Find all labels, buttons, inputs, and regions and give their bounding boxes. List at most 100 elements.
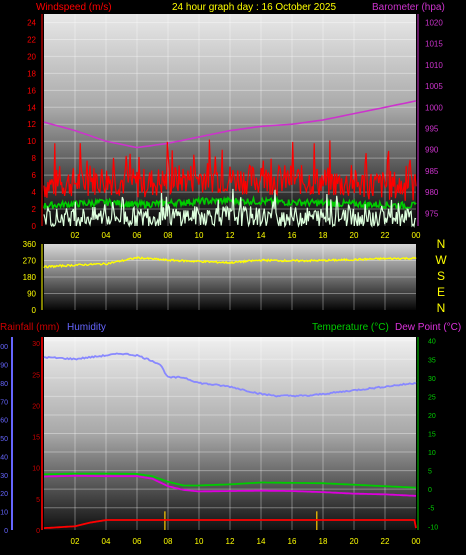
ticks-wind: 0246810121416182022249759809859909951000… — [27, 14, 443, 240]
series-line-wind-2 — [43, 194, 417, 211]
temperature-axis-label: Temperature (°C) — [312, 322, 389, 333]
rainfall-tick-label: 20 — [32, 403, 40, 410]
x-tick-label: 04 — [102, 231, 111, 240]
compass-label: N — [437, 237, 446, 251]
x-tick-label: 10 — [195, 231, 204, 240]
windspeed-tick-label: 16 — [27, 86, 36, 95]
humidity-tick-label: 100 — [0, 344, 8, 351]
direction-tick-label: 180 — [23, 273, 37, 282]
wind-barometer-panel: Windspeed (m/s) 24 hour graph day : 16 O… — [27, 2, 445, 240]
x-tick-label: 06 — [133, 537, 142, 546]
humidity-tick-label: 70 — [0, 399, 8, 406]
rainfall-axis-label: Rainfall (mm) — [0, 322, 59, 333]
x-tick-label: 10 — [195, 537, 204, 546]
plot-area-direction — [44, 244, 416, 310]
x-tick-label: 20 — [350, 231, 359, 240]
humidity-tick-label: 0 — [4, 528, 8, 535]
x-tick-label: 00 — [412, 537, 421, 546]
barometer-tick-label: 985 — [425, 167, 439, 176]
barometer-tick-label: 980 — [425, 188, 439, 197]
x-tick-label: 12 — [226, 231, 235, 240]
temperature-tick-label: -10 — [428, 524, 438, 531]
temperature-tick-label: 10 — [428, 450, 436, 457]
x-tick-label: 08 — [164, 231, 173, 240]
series-line-wind-3 — [43, 188, 417, 228]
rainfall-tick-label: 25 — [32, 372, 40, 379]
direction-tick-label: 0 — [32, 306, 37, 315]
ticks-temperature: 0102030405060708090100051015202530-10-50… — [0, 337, 438, 546]
series-line-temperature-3 — [43, 519, 417, 529]
windspeed-tick-label: 20 — [27, 52, 36, 61]
compass-label: S — [437, 269, 445, 283]
temperature-humidity-panel: Rainfall (mm) Humidity Temperature (°C) … — [0, 322, 461, 546]
compass-label: N — [437, 301, 446, 315]
x-tick-label: 14 — [257, 537, 266, 546]
x-tick-label: 06 — [133, 231, 142, 240]
rainfall-tick-label: 10 — [32, 466, 40, 473]
series-line-temperature-2 — [43, 474, 417, 497]
windspeed-tick-label: 10 — [27, 137, 36, 146]
dewpoint-axis-label: Dew Point (°C) — [395, 322, 461, 333]
series-temperature — [43, 352, 417, 530]
temperature-tick-label: 20 — [428, 413, 436, 420]
x-tick-label: 22 — [381, 231, 390, 240]
series-line-temperature-1 — [44, 472, 417, 489]
humidity-tick-label: 40 — [0, 454, 8, 461]
temperature-tick-label: 35 — [428, 357, 436, 364]
series-line-wind-1 — [43, 139, 417, 201]
humidity-axis-label: Humidity — [67, 322, 106, 333]
series-line-wind-0 — [43, 100, 417, 149]
series-direction — [43, 256, 417, 269]
direction-tick-label: 360 — [23, 240, 37, 249]
direction-tick-label: 90 — [27, 290, 36, 299]
humidity-tick-label: 90 — [0, 363, 8, 370]
plot-area-temperature — [44, 337, 416, 530]
x-tick-label: 14 — [257, 231, 266, 240]
windspeed-tick-label: 0 — [32, 222, 37, 231]
windspeed-tick-label: 4 — [32, 188, 37, 197]
windspeed-tick-label: 14 — [27, 103, 36, 112]
x-tick-label: 16 — [288, 537, 297, 546]
temperature-tick-label: 30 — [428, 376, 436, 383]
x-tick-label: 20 — [350, 537, 359, 546]
rainfall-tick-label: 30 — [32, 341, 40, 348]
windspeed-tick-label: 22 — [27, 35, 36, 44]
barometer-tick-label: 995 — [425, 124, 439, 133]
x-tick-label: 22 — [381, 537, 390, 546]
windspeed-tick-label: 12 — [27, 120, 36, 129]
temperature-tick-label: 25 — [428, 394, 436, 401]
x-tick-label: 16 — [288, 231, 297, 240]
series-line-temperature-0 — [43, 352, 417, 398]
x-tick-label: 02 — [71, 231, 80, 240]
x-tick-label: 12 — [226, 537, 235, 546]
windspeed-tick-label: 24 — [27, 18, 36, 27]
compass-label: E — [437, 285, 445, 299]
x-tick-label: 18 — [319, 231, 328, 240]
humidity-tick-label: 20 — [0, 491, 8, 498]
temperature-tick-label: -5 — [428, 506, 434, 513]
windspeed-tick-label: 8 — [32, 154, 37, 163]
direction-tick-label: 270 — [23, 257, 37, 266]
ticks-direction: 0 90 180 270 360 — [23, 240, 43, 315]
temperature-tick-label: 40 — [428, 339, 436, 346]
barometer-tick-label: 1010 — [425, 61, 443, 70]
temperature-tick-label: 0 — [428, 487, 432, 494]
humidity-tick-label: 10 — [0, 510, 8, 517]
rainfall-tick-label: 15 — [32, 435, 40, 442]
barometer-tick-label: 1020 — [425, 18, 443, 27]
x-tick-label: 02 — [71, 537, 80, 546]
humidity-tick-label: 60 — [0, 418, 8, 425]
humidity-tick-label: 30 — [0, 473, 8, 480]
windspeed-axis-label: Windspeed (m/s) — [36, 2, 112, 13]
windspeed-tick-label: 18 — [27, 69, 36, 78]
barometer-tick-label: 975 — [425, 209, 439, 218]
chart-title: 24 hour graph day : 16 October 2025 — [172, 2, 336, 13]
barometer-tick-label: 1000 — [425, 103, 443, 112]
windspeed-tick-label: 6 — [32, 171, 37, 180]
x-tick-label: 18 — [319, 537, 328, 546]
rainfall-tick-label: 5 — [36, 497, 40, 504]
temperature-tick-label: 15 — [428, 432, 436, 439]
